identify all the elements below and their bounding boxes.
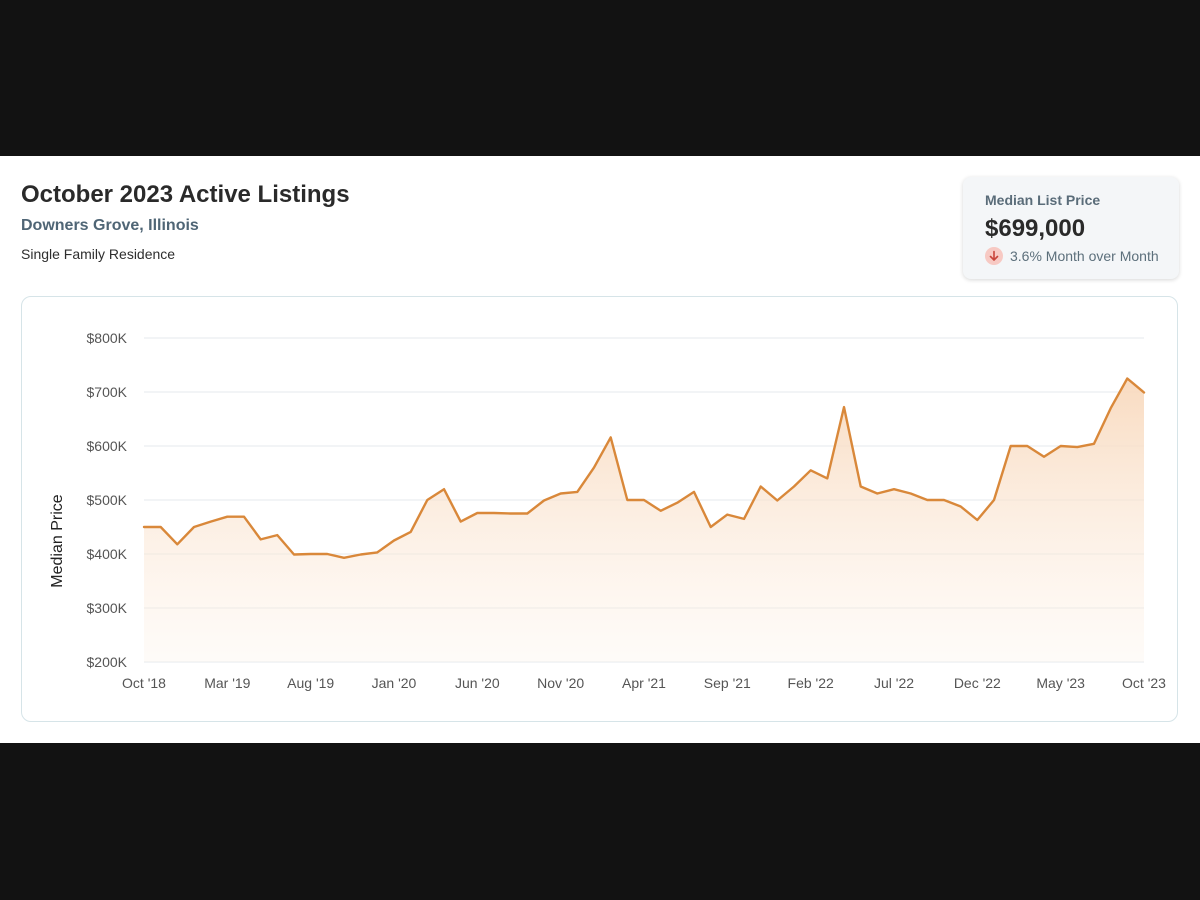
x-tick-label: Oct '18 (122, 675, 166, 691)
data-point (941, 497, 947, 503)
x-axis-ticks: Oct '18 Mar '19 Aug '19 Jan '20 Jun '20 Nov '… (122, 675, 1166, 691)
data-point (974, 517, 980, 523)
y-tick-label: $700K (87, 384, 128, 400)
data-point (758, 484, 764, 490)
data-point (1024, 443, 1030, 449)
data-point (591, 465, 597, 471)
listings-panel: October 2023 Active Listings Downers Gro… (0, 156, 1200, 743)
data-point (1041, 454, 1047, 460)
data-point (791, 484, 797, 490)
data-point (658, 508, 664, 514)
data-point (224, 514, 230, 520)
data-point (491, 510, 497, 516)
data-point (708, 524, 714, 530)
x-tick-label: Apr '21 (622, 675, 666, 691)
data-point (558, 491, 564, 497)
data-point (958, 504, 964, 510)
data-point (774, 498, 780, 504)
data-point (374, 549, 380, 555)
location-subtitle: Downers Grove, Illinois (21, 217, 199, 234)
data-point (991, 497, 997, 503)
y-axis-ticks: $200K $300K $400K $500K $600K $700K $800K (87, 330, 128, 670)
data-point (274, 532, 280, 538)
data-point (508, 511, 514, 517)
x-tick-label: Sep '21 (704, 675, 751, 691)
x-tick-label: Dec '22 (954, 675, 1001, 691)
data-point (324, 551, 330, 557)
data-point (524, 511, 530, 517)
data-point (474, 510, 480, 516)
data-point (724, 512, 730, 518)
data-point (1108, 405, 1114, 411)
data-point (291, 552, 297, 558)
data-point (174, 541, 180, 547)
stat-value: $699,000 (985, 215, 1086, 242)
data-point (408, 529, 414, 535)
data-point (858, 484, 864, 490)
data-point (808, 467, 814, 473)
data-point (458, 519, 464, 525)
data-point (624, 497, 630, 503)
data-point (1008, 443, 1014, 449)
data-point (441, 486, 447, 492)
stat-change-text: 3.6% Month over Month (1010, 248, 1159, 264)
y-tick-label: $500K (87, 492, 128, 508)
data-point (1141, 390, 1147, 396)
data-point (391, 538, 397, 544)
y-tick-label: $600K (87, 438, 128, 454)
x-tick-label: Oct '23 (1122, 675, 1166, 691)
price-chart-svg: $200K $300K $400K $500K $600K $700K $800K Oct … (49, 330, 1166, 691)
median-price-card: Median List Price $699,000 3.6% Month ov… (963, 177, 1179, 279)
data-point (641, 497, 647, 503)
x-tick-label: Jun '20 (455, 675, 500, 691)
data-point (158, 524, 164, 530)
data-point (308, 551, 314, 557)
data-point (341, 555, 347, 561)
data-point (1058, 443, 1064, 449)
data-point (891, 486, 897, 492)
data-point (691, 489, 697, 495)
data-point (924, 497, 930, 503)
x-tick-label: Mar '19 (204, 675, 250, 691)
y-axis-title: Median Price (49, 494, 66, 587)
x-tick-label: Jan '20 (372, 675, 417, 691)
price-line (142, 377, 1146, 559)
data-point (541, 498, 547, 504)
page-title: October 2023 Active Listings (21, 181, 350, 208)
data-point (1074, 444, 1080, 450)
property-type-label: Single Family Residence (21, 246, 176, 262)
stat-label: Median List Price (985, 192, 1101, 208)
data-point (874, 491, 880, 497)
x-tick-label: May '23 (1036, 675, 1085, 691)
x-tick-label: Jul '22 (874, 675, 914, 691)
data-point (1091, 441, 1097, 447)
x-tick-label: Feb '22 (788, 675, 834, 691)
data-point (141, 524, 147, 530)
data-point (424, 497, 430, 503)
y-tick-label: $400K (87, 546, 128, 562)
y-tick-label: $300K (87, 600, 128, 616)
data-point (574, 489, 580, 495)
data-point (258, 536, 264, 542)
x-tick-label: Nov '20 (537, 675, 584, 691)
y-tick-label: $200K (87, 654, 128, 670)
y-tick-label: $800K (87, 330, 128, 346)
data-point (358, 552, 364, 558)
arrow-down-icon (985, 247, 1003, 265)
data-point (908, 491, 914, 497)
data-point (841, 404, 847, 410)
data-point (241, 514, 247, 520)
data-point (208, 519, 214, 525)
data-point (824, 475, 830, 481)
data-point (741, 516, 747, 522)
data-point (674, 500, 680, 506)
data-point (191, 524, 197, 530)
price-area (144, 378, 1144, 662)
x-tick-label: Aug '19 (287, 675, 334, 691)
price-chart: $200K $300K $400K $500K $600K $700K $800K Oct … (21, 296, 1178, 722)
data-point (1124, 376, 1130, 382)
data-point (608, 434, 614, 440)
